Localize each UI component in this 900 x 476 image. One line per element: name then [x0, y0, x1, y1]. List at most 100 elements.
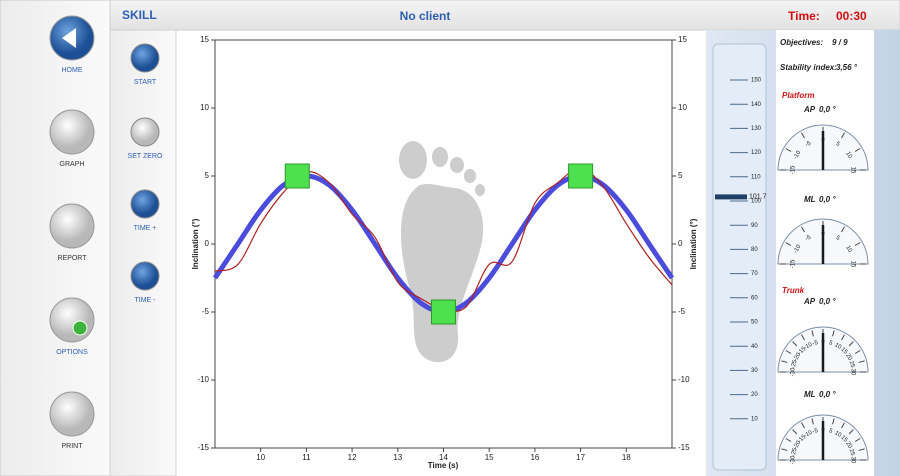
- control-icon: [130, 261, 160, 291]
- gauge-tick: [841, 334, 845, 341]
- gauge-tick-label: 30: [849, 369, 855, 376]
- foot-icon: [399, 141, 485, 363]
- mode-label: SKILL: [122, 8, 157, 22]
- gauge-tick-label: 15: [849, 261, 855, 268]
- gauge-name: ML: [804, 390, 816, 399]
- gauge-tick-label: 25: [848, 360, 856, 369]
- gauge-tick: [854, 148, 861, 152]
- gauge-tick-label: 5: [828, 428, 833, 435]
- gauge-tick: [858, 360, 865, 363]
- gauge-name: AP: [803, 105, 816, 114]
- gauge-tick-label: -25: [791, 359, 799, 370]
- stability-label: Stability index:: [780, 63, 837, 72]
- gauge-name: AP: [803, 297, 816, 306]
- gauge-tick-label: 5: [835, 235, 841, 242]
- control-sidebar: [109, 29, 177, 476]
- y-tick-label: 10: [200, 103, 209, 112]
- gauge-tick-label: -30: [791, 455, 797, 464]
- y-axis-label: Inclination (°): [191, 218, 200, 269]
- gauge-tick: [848, 429, 854, 435]
- x-tick-label: 14: [439, 453, 448, 462]
- gauge-tick-label: -5: [812, 340, 819, 347]
- gauge-tick: [785, 242, 792, 246]
- control-label: TIME +: [134, 225, 157, 232]
- nav-button[interactable]: GRAPH: [49, 109, 95, 168]
- control-button[interactable]: TIME -: [130, 261, 160, 304]
- nav-button[interactable]: HOME: [49, 15, 95, 74]
- control-label: START: [134, 79, 157, 86]
- nav-label: HOME: [62, 67, 83, 74]
- x-tick-label: 15: [485, 453, 494, 462]
- y-tick-label: -10: [197, 375, 209, 384]
- y2-axis-label: Inclination (°): [689, 218, 698, 269]
- gauge-tick-label: -10: [803, 341, 814, 351]
- control-button[interactable]: SET ZERO: [128, 117, 163, 160]
- gauge-tick-label: -5: [812, 428, 819, 435]
- control-label: SET ZERO: [128, 153, 163, 160]
- slider-tick-label: 30: [751, 368, 758, 374]
- control-icon: [130, 189, 160, 219]
- time-value: 00:30: [836, 9, 867, 23]
- y2-tick-label: 5: [678, 171, 683, 180]
- y-tick-label: 0: [205, 239, 210, 248]
- nav-icon: [49, 109, 95, 155]
- gauge-tick-label: -15: [797, 434, 808, 445]
- gauge-tick: [841, 422, 845, 429]
- gauge-tick-label: 10: [833, 342, 842, 351]
- control-button[interactable]: START: [130, 43, 160, 86]
- stability-value: 3,56 °: [836, 63, 858, 72]
- slider-handle: [715, 194, 747, 200]
- nav-button[interactable]: PRINT: [49, 391, 95, 450]
- y-tick-label: 15: [200, 35, 209, 44]
- y2-tick-label: -10: [678, 375, 690, 384]
- slider-tick-label: 60: [751, 295, 758, 301]
- gauge-tick-label: -15: [791, 165, 797, 174]
- slider-tick-label: 130: [751, 126, 762, 132]
- gauge-tick-label: -5: [804, 234, 812, 242]
- gauge-tick-label: 10: [844, 151, 853, 160]
- slider-tick-label: 20: [751, 392, 758, 398]
- gauge-tick-label: 5: [835, 141, 841, 148]
- nav-button[interactable]: REPORT: [49, 203, 95, 262]
- gauge-tick: [801, 226, 805, 233]
- gauge-tick: [781, 448, 788, 451]
- target-marker: [284, 163, 310, 189]
- y-tick-label: -15: [197, 443, 209, 452]
- gauge-value: 0,0 °: [819, 105, 836, 114]
- x-tick-label: 18: [622, 453, 631, 462]
- gauge-tick-label: 15: [849, 167, 855, 174]
- gauge-value: 0,0 °: [819, 195, 836, 204]
- gauge-value: 0,0 °: [819, 390, 836, 399]
- slider-tick-label: 80: [751, 247, 758, 253]
- x-tick-label: 12: [348, 453, 357, 462]
- nav-icon: [49, 297, 95, 343]
- target-marker: [431, 299, 456, 325]
- slider-tick-label: 100: [751, 199, 762, 205]
- nav-button[interactable]: OPTIONS: [49, 297, 95, 356]
- gauge-tick-label: 10: [833, 430, 842, 439]
- y-tick-label: -5: [202, 307, 210, 316]
- group-title: Trunk: [782, 286, 805, 295]
- x-tick-label: 13: [393, 453, 402, 462]
- target-marker: [568, 163, 594, 189]
- gauge-tick-label: 30: [849, 457, 855, 464]
- gauge-tick: [858, 448, 865, 451]
- x-tick-label: 11: [302, 453, 311, 462]
- gauge-tick-label: 25: [848, 448, 856, 457]
- nav-icon: [49, 203, 95, 249]
- y2-tick-label: 10: [678, 103, 687, 112]
- objectives-value: 9 / 9: [832, 38, 848, 47]
- x-axis-label: Time (s): [428, 461, 459, 470]
- gauge-tick: [832, 418, 835, 425]
- gauge-tick: [841, 226, 845, 233]
- gauge-tick-label: -20: [793, 351, 803, 362]
- gauge-tick-label: 5: [828, 340, 833, 347]
- control-button[interactable]: TIME +: [130, 189, 160, 232]
- gauge-tick-label: -25: [791, 447, 799, 458]
- gauge-tick: [785, 148, 792, 152]
- nav-label: REPORT: [57, 255, 87, 262]
- control-icon: [130, 43, 160, 73]
- slider-tick-label: 10: [751, 416, 758, 422]
- gauge-tick-label: -10: [793, 149, 803, 160]
